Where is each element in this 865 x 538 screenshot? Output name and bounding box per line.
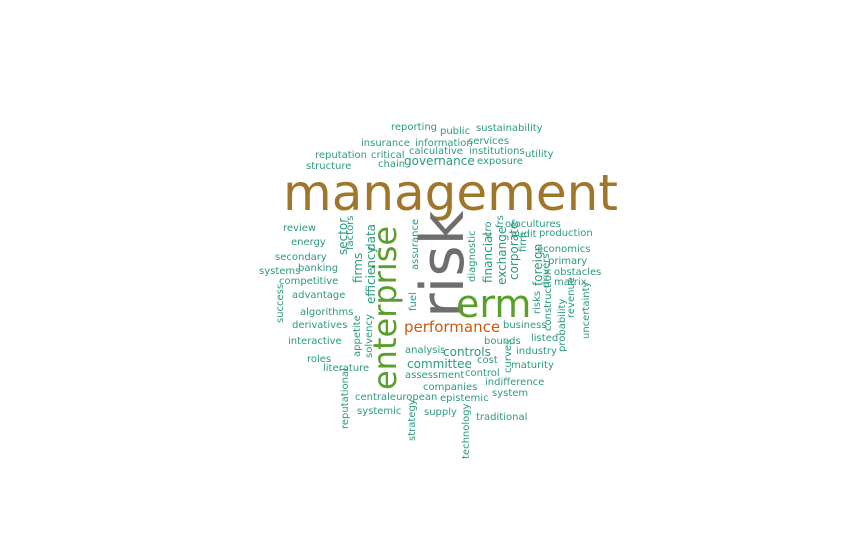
word-literature: literature [323,363,370,374]
word-curves: curves [503,339,514,373]
word-control: control [465,368,500,379]
word-governance: governance [404,154,475,168]
word-committee: committee [407,357,472,371]
word-reporting: reporting [391,122,438,133]
word-primary: primary [548,256,588,267]
word-fuel: fuel [408,292,419,311]
word-banking: banking [298,263,339,274]
word-roles: roles [307,354,332,365]
word-diagnostic: diagnostic [467,230,478,282]
word-sustainability: sustainability [476,123,543,134]
word-exposure: exposure [477,156,523,167]
word-interactive: interactive [288,336,342,347]
word-reputation: reputation [315,150,367,161]
word-ofocultures: ofocultures [505,219,561,230]
word-strategy: strategy [407,399,418,441]
word-solvency: solvency [364,314,375,358]
word-traditional: traditional [476,412,528,423]
word-review: review [283,223,317,234]
word-structure: structure [306,161,352,172]
word-firms: firms [351,252,365,283]
word-analysis: analysis [405,345,446,356]
word-services: services [468,136,510,147]
word-technology: technology [461,403,472,459]
word-erm: erm [456,282,532,326]
word-matrix: matrix [554,277,587,288]
word-listed: listed [531,333,559,344]
word-algorithms: algorithms [300,307,354,318]
word-risks: risks [532,290,543,314]
word-centraleuropean: centraleuropean [355,392,438,403]
word-bounds: bounds [484,336,521,347]
word-success: success [275,283,286,323]
word-cost: cost [477,355,498,366]
word-insurance: insurance [361,138,410,149]
word-advantage: advantage [292,290,346,301]
word-factors: factors [345,215,356,250]
word-business: business [503,320,547,331]
word-systemic: systemic [357,406,402,417]
word-assessment: assessment [405,370,465,381]
word-energy: energy [291,237,326,248]
word-economics: economics [537,244,591,255]
word-uncertainty: uncertainty [581,281,592,339]
word-supply: supply [424,407,457,418]
word-critical: critical [371,150,405,161]
word-financial: financial [481,232,495,283]
word-chain: chain [378,159,406,170]
word-assurance: assurance [410,218,421,270]
word-foreign: foreign [531,243,545,286]
word-obstacles: obstacles [554,267,602,278]
word-calculative: calculative [409,146,463,157]
word-institutions: institutions [469,146,525,157]
word-exchange: exchange [495,226,509,285]
word-performance: performance [404,318,501,336]
word-information: information [415,138,473,149]
word-controls: controls [443,345,491,359]
word-efficiency: efficiency [364,246,378,304]
word-companies: companies [423,382,478,393]
word-management: management [283,164,618,222]
word-corporate: corporate [507,221,521,280]
word-utility: utility [525,149,554,160]
word-reputational: reputational [340,368,351,429]
word-systems: systems [259,266,301,277]
word-derivatives: derivatives [292,320,348,331]
word-appetite: appetite [352,315,363,357]
word-indifference: indifference [485,377,545,388]
word-epistemic: epistemic [440,393,489,404]
word-production: production [539,228,593,239]
word-competitive: competitive [279,276,339,287]
word-system: system [492,388,529,399]
word-audit: audit [511,229,537,240]
word-industry: industry [516,346,557,357]
word-maturity: maturity [511,360,554,371]
word-public: public [440,126,471,137]
word-secondary: secondary [275,252,327,263]
